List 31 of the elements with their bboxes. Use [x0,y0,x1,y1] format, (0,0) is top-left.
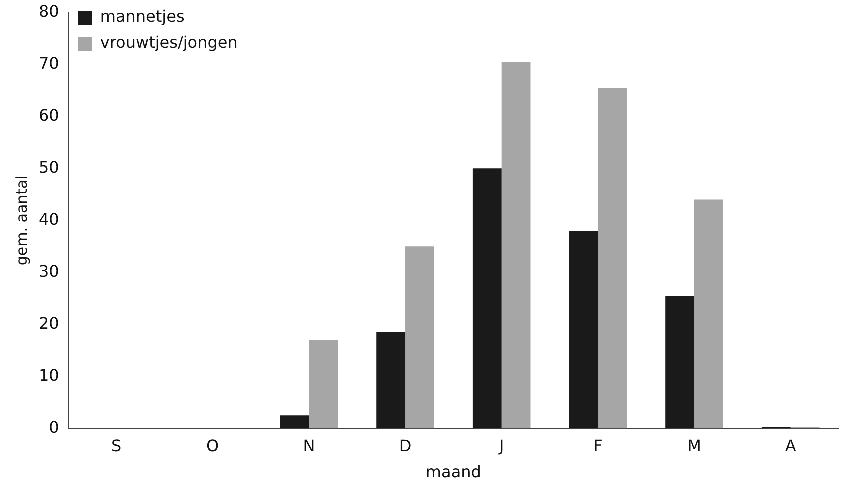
y-tick-label: 20 [39,314,60,333]
x-tick-label: A [785,436,796,456]
y-tick-label: 40 [39,210,60,229]
legend-label: mannetjes [100,7,185,26]
bar [598,88,628,429]
bar [406,246,434,429]
bar [472,168,502,429]
y-tick-label: 30 [39,262,60,281]
x-tick-label: F [594,436,603,456]
y-tick-label: 80 [39,2,60,21]
bar [280,416,310,429]
x-tick-label: N [303,436,316,456]
y-tick-label: 70 [39,54,60,73]
y-tick-label: 60 [39,106,60,125]
bar [694,200,724,429]
x-tick-label: S [111,436,122,456]
y-tick-label: 0 [49,418,60,437]
bar [569,231,598,429]
x-tick-label: O [206,436,220,456]
x-tick-label: J [498,436,504,456]
y-axis-title: gem. aantal [12,176,31,266]
bar [376,332,406,429]
x-tick-label: D [399,436,412,456]
x-axis-title: maand [426,462,482,482]
bar [666,296,695,429]
y-tick-label: 10 [39,366,60,385]
y-tick-label: 50 [39,158,60,177]
x-tick-label: M [688,436,702,456]
bar [502,62,531,429]
legend-label: vrouwtjes/jongen [100,33,238,52]
bar [309,340,338,429]
